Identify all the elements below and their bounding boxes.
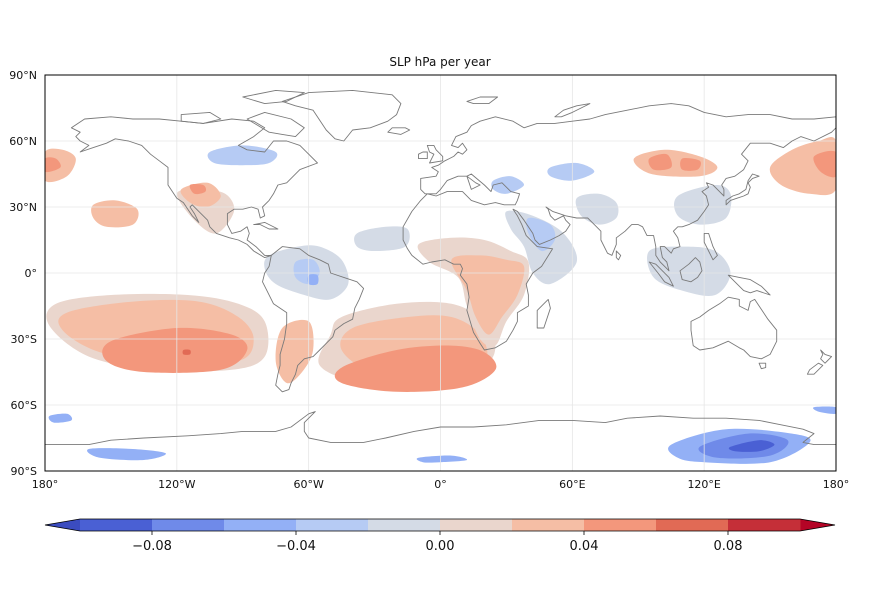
anomaly-n-pacific-nw-core: [813, 150, 836, 178]
coastline-svalbard: [466, 96, 499, 105]
anomaly-n-eurasia-core: [648, 153, 672, 171]
coastline-philippines: [703, 232, 718, 261]
coastline-south-america: [262, 246, 365, 393]
longitude-ticks: 180° 120°W 60°W 0° 60°E 120°E 180°: [32, 478, 850, 491]
gridlines: [45, 75, 836, 471]
colorbar-tick-label: 0.08: [714, 539, 743, 554]
coastline-japan: [725, 173, 760, 206]
map-area: [45, 75, 836, 471]
lon-tick-label: 60°E: [559, 478, 585, 491]
coastline-iceland: [387, 127, 411, 135]
lat-tick-label: 30°N: [9, 201, 37, 214]
lat-tick-label: 30°S: [11, 333, 37, 346]
anomaly-n-pacific-ne-core: [45, 157, 61, 173]
anomaly-africa-mid: [451, 255, 525, 335]
colorbar-tick-label: 0.00: [426, 539, 455, 554]
anomaly-e-asia-neg: [674, 184, 732, 225]
anomaly-n-eurasia-core2: [680, 158, 701, 171]
coastlines: [45, 89, 836, 446]
anomaly-caspian-neg: [547, 162, 595, 181]
coastline-new-zealand-s: [806, 362, 824, 375]
coastline-new-zealand-n: [820, 349, 833, 364]
coastline-novaya: [554, 103, 591, 118]
colorbar-tick-label: −0.04: [276, 539, 316, 554]
anomaly-ross-neg: [48, 413, 73, 423]
colorbar-tick-label: −0.08: [132, 539, 172, 554]
anomaly-mediterranean-neg: [491, 176, 525, 194]
colorbar: −0.08 −0.04 0.00 0.04 0.08: [44, 518, 836, 554]
colorbar-segment: [224, 519, 297, 531]
colorbar-under-extension: [45, 519, 80, 531]
latitude-ticks: 90°N 60°N 30°N 0° 30°S 60°S 90°S: [9, 69, 37, 478]
map-frame: [44, 74, 837, 472]
coastline-sri-lanka: [615, 250, 622, 261]
colorbar-outline: [44, 518, 836, 532]
lon-tick-label: 180°: [32, 478, 59, 491]
coastline-eurasia: [402, 103, 836, 351]
anomaly-c-atlantic-neg: [354, 226, 410, 251]
anomaly-se-pacific-spot: [182, 349, 191, 355]
colorbar-segment: [728, 519, 801, 531]
anomaly-s-georgia-neg: [812, 406, 836, 414]
colorbar-over-extension: [800, 519, 835, 531]
coastline-borneo: [679, 257, 703, 283]
colorbar-segment: [368, 519, 441, 531]
lon-tick-label: 60°W: [293, 478, 323, 491]
colorbar-segment: [80, 519, 153, 531]
anomaly-n-america-neg: [207, 145, 278, 166]
lon-tick-label: 120°W: [158, 478, 195, 491]
anomaly-layer: [45, 137, 836, 464]
chart-title: SLP hPa per year: [389, 55, 490, 69]
colorbar-segment: [296, 519, 369, 531]
colorbar-segment: [584, 519, 657, 531]
anomaly-sw-n-america-core: [189, 184, 207, 195]
lon-tick-label: 180°: [823, 478, 850, 491]
coastline-greenland: [281, 89, 402, 142]
coastline-victoria-isl: [180, 111, 222, 124]
coastline-cuba: [253, 221, 279, 230]
anomaly-antarctic-neg-core: [728, 440, 775, 452]
lat-tick-label: 60°N: [9, 135, 37, 148]
anomaly-india-neg: [575, 193, 619, 225]
lat-tick-label: 90°S: [11, 465, 37, 478]
colorbar-segment: [656, 519, 729, 531]
anomaly-amundsen-neg: [87, 448, 166, 461]
coastline-sumatra: [648, 261, 674, 287]
coastline-ellesmere: [242, 89, 305, 105]
lon-tick-label: 0°: [434, 478, 447, 491]
anomaly-amazon-neg3: [307, 274, 319, 286]
colorbar-tick-label: 0.04: [570, 539, 599, 554]
lon-tick-label: 120°E: [687, 478, 720, 491]
coastline-gb: [426, 144, 444, 164]
coastline-north-america: [70, 116, 318, 259]
coastline-baffin: [246, 111, 305, 138]
lat-tick-label: 90°N: [9, 69, 37, 82]
anomaly-s-atlantic-core: [334, 345, 497, 392]
lat-tick-label: 0°: [25, 267, 38, 280]
coastline-australia: [690, 296, 778, 360]
anomaly-weddell-neg: [416, 455, 468, 463]
colorbar-segment: [152, 519, 225, 531]
coastline-tasmania: [758, 362, 767, 370]
coastline-ireland: [418, 151, 428, 160]
anomaly-n-pacific-nw: [769, 137, 836, 196]
coastline-antarctica: [45, 411, 836, 446]
colorbar-segment: [512, 519, 585, 531]
colorbar-segment: [440, 519, 513, 531]
coastline-new-guinea: [727, 274, 771, 296]
lat-tick-label: 60°S: [11, 399, 37, 412]
coastline-madagascar: [536, 298, 551, 329]
